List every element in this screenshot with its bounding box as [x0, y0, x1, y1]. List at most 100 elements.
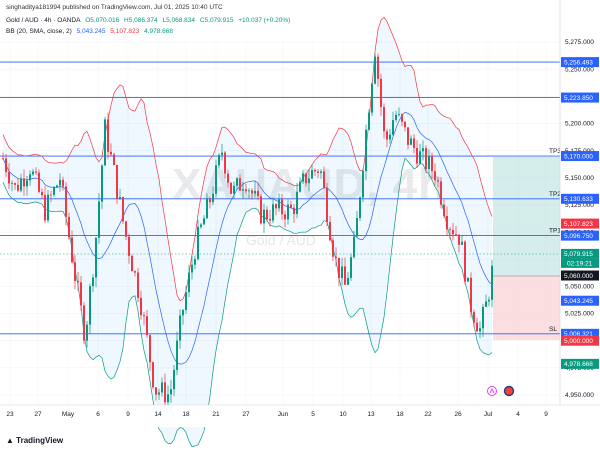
candle-body — [134, 271, 136, 273]
bb-upper-line — [2, 16, 493, 302]
candle-body — [473, 311, 475, 323]
time-tick-label: Jul — [484, 411, 493, 418]
stop-zone — [493, 276, 560, 340]
level-sl-tag: SL — [549, 326, 557, 333]
candle-body — [410, 138, 412, 145]
candle-body — [440, 181, 442, 205]
bb-basis-badge-label: 5,043.245 — [564, 298, 593, 305]
candle-body — [98, 201, 100, 238]
time-tick-label: 9 — [126, 411, 130, 418]
candle-body — [404, 121, 406, 128]
symbol-legend[interactable]: Gold / AUD · 4h · OANDA O5,070.016 H5,08… — [6, 17, 293, 24]
level-tp2-badge-label: 5,130.633 — [564, 196, 593, 203]
candle-body — [254, 190, 256, 194]
candle-body — [11, 183, 13, 184]
publisher-line: singhaditya181994 published on TradingVi… — [6, 4, 223, 11]
time-axis[interactable]: 23 27 May 6 9 14 18 21 27 Jun 5 10 13 18 22 26 Jul 4 9 — [0, 0, 600, 427]
candle-body — [386, 131, 388, 140]
candle-body — [371, 83, 373, 113]
candle-body — [23, 178, 25, 187]
candle-body — [80, 282, 82, 306]
time-tick-label: 26 — [454, 411, 462, 418]
candle-body — [311, 169, 313, 179]
last-price-badge-label: 5,079.915 — [564, 251, 593, 258]
level-sl-badge — [561, 328, 599, 339]
candle-body — [56, 185, 58, 188]
candle-body — [212, 193, 214, 203]
candle-body — [65, 186, 67, 217]
candle-body — [299, 181, 301, 192]
candle-body — [467, 277, 469, 282]
candle-body — [443, 204, 445, 216]
candle-body — [278, 199, 280, 209]
candle-body — [263, 209, 265, 224]
time-tick-label: 10 — [339, 411, 347, 418]
level-5223-badge-label: 5,223.850 — [564, 95, 593, 102]
candle-body — [185, 292, 187, 310]
candle-body — [269, 219, 271, 221]
candle-body — [338, 257, 340, 279]
candle-body — [152, 362, 154, 388]
time-tick-label: 9 — [544, 411, 548, 418]
time-tick-label: 18 — [396, 411, 404, 418]
candle-body — [14, 183, 16, 185]
candle-body — [356, 217, 358, 237]
bb-lower-badge — [561, 358, 599, 369]
time-tick-label: May — [62, 411, 75, 418]
stop-badge — [561, 335, 599, 346]
dividend-event-icon[interactable] — [487, 386, 497, 396]
time-tick-label: 5 — [311, 411, 315, 418]
candle-body — [296, 191, 298, 214]
tradingview-logo-text: TradingView — [16, 436, 64, 445]
price-tick-label: 5,050.000 — [565, 284, 594, 291]
price-tick-label: 5,275.000 — [565, 39, 594, 46]
candle-body — [68, 216, 70, 238]
candle-body — [233, 185, 235, 194]
candle-body — [398, 114, 400, 116]
bb-lower-badge-label: 4,978.668 — [564, 361, 593, 368]
candle-body — [41, 191, 43, 196]
target-zone — [493, 157, 560, 276]
indicator-name[interactable]: BB (20, SMA, close, 2) — [6, 28, 72, 35]
candle-body — [389, 134, 391, 140]
candle-body — [197, 226, 199, 260]
bb-upper-badge — [561, 218, 599, 229]
time-tick-label: 23 — [6, 411, 14, 418]
candle-body — [491, 265, 493, 300]
level-tp1-badge-label: 5,096.750 — [564, 233, 593, 240]
symbol-name[interactable]: Gold / AUD · 4h · OANDA — [6, 17, 81, 24]
event-icons[interactable] — [487, 385, 515, 397]
candle-body — [275, 204, 277, 209]
candle-body — [266, 209, 268, 220]
candle-body — [26, 180, 28, 187]
candle-body — [446, 215, 448, 230]
candle-body — [368, 112, 370, 130]
candle-body — [20, 178, 22, 191]
candle-body — [110, 151, 112, 155]
candle-body — [137, 272, 139, 298]
candle-body — [38, 172, 40, 192]
candle-body — [419, 151, 421, 164]
economic-event-icon[interactable] — [503, 385, 515, 397]
indicator-legend[interactable]: BB (20, SMA, close, 2) 5,043.245 5,107.8… — [6, 28, 176, 35]
candle-body — [380, 78, 382, 108]
candle-body — [242, 189, 244, 191]
candle-body — [377, 56, 379, 79]
candle-body — [323, 171, 325, 188]
candle-body — [458, 234, 460, 245]
level-tp3-badge-label: 5,170.000 — [564, 153, 593, 160]
candle-body — [425, 148, 427, 170]
price-axis[interactable]: 5,275.0005,250.0005,225.0005,200.0005,17… — [560, 0, 600, 405]
level-tp1-badge — [561, 230, 599, 241]
candle-body — [308, 178, 310, 184]
candle-body — [362, 170, 364, 198]
level-5256-badge — [561, 57, 599, 68]
candle-body — [383, 107, 385, 132]
time-tick-label: 22 — [424, 411, 432, 418]
tradingview-logo[interactable]: ▲ TradingView — [6, 436, 63, 445]
candle-body — [284, 214, 286, 220]
candle-body — [194, 259, 196, 265]
candle-body — [248, 190, 250, 192]
